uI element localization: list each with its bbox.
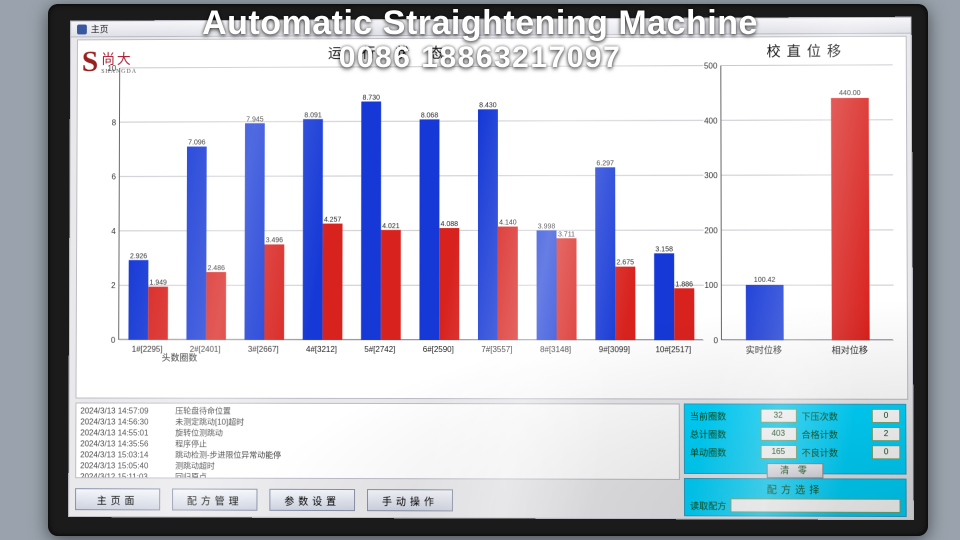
svg-text:8.068: 8.068 [421, 112, 439, 119]
app-icon [77, 24, 87, 34]
svg-text:6#[2590]: 6#[2590] [423, 345, 454, 354]
svg-text:4.088: 4.088 [441, 221, 459, 228]
recipe-panel: 配方选择 读取配方 [684, 478, 907, 517]
recipe-title: 配方选择 [690, 481, 901, 497]
info-label: 单动圈数 [690, 445, 755, 458]
window-title: 主页 [91, 22, 109, 35]
nav-button-0[interactable]: 主页面 [75, 488, 160, 510]
svg-text:100.42: 100.42 [754, 277, 776, 284]
hmi-screen: 主页 S 尚大 SHANGDA 运 行 状 态 校直位移 02468102.92… [68, 17, 914, 520]
info-value: 165 [760, 445, 796, 459]
nav-button-3[interactable]: 手动操作 [367, 489, 453, 511]
svg-text:4.021: 4.021 [382, 223, 400, 230]
svg-text:8.430: 8.430 [479, 102, 497, 109]
info-label: 当前圈数 [690, 409, 755, 422]
svg-text:10#[2517]: 10#[2517] [655, 345, 691, 354]
info-value: 32 [760, 409, 796, 423]
svg-text:3#[2667]: 3#[2667] [248, 345, 279, 354]
svg-text:9#[3099]: 9#[3099] [599, 345, 630, 354]
svg-text:1#[2295]: 1#[2295] [132, 345, 163, 354]
svg-text:3.711: 3.711 [558, 231, 575, 238]
svg-text:1.949: 1.949 [150, 280, 167, 287]
svg-text:500: 500 [704, 62, 718, 71]
svg-text:4.257: 4.257 [324, 217, 342, 224]
side-x-1: 相对位移 [832, 343, 869, 356]
svg-text:300: 300 [704, 171, 718, 180]
side-chart: 0100200300400500100.42440.00 实时位移 相对位移 [720, 65, 893, 367]
svg-text:400: 400 [704, 116, 718, 125]
window-titlebar: 主页 [71, 18, 911, 38]
info-label: 总计圈数 [690, 427, 755, 440]
x-axis-label: 头数圈数 [162, 351, 198, 364]
svg-text:4#[3212]: 4#[3212] [306, 345, 337, 354]
svg-text:8.091: 8.091 [304, 112, 321, 119]
svg-text:7.945: 7.945 [246, 116, 263, 123]
svg-text:0: 0 [713, 336, 718, 345]
svg-text:6.297: 6.297 [596, 160, 614, 167]
svg-text:8.730: 8.730 [363, 94, 381, 101]
svg-text:7#[3557]: 7#[3557] [481, 345, 512, 354]
info-label: 合格计数 [801, 427, 866, 440]
svg-text:3.158: 3.158 [655, 246, 673, 253]
svg-text:10: 10 [107, 64, 116, 73]
top-panel: S 尚大 SHANGDA 运 行 状 态 校直位移 02468102.9261.… [75, 36, 908, 400]
recipe-name-field[interactable] [730, 498, 900, 513]
info-value: 0 [872, 445, 900, 459]
log-line: 2024/3/12 15:11:03回归原点 [80, 471, 675, 480]
info-value: 2 [872, 427, 900, 441]
info-value: 403 [760, 427, 796, 441]
svg-text:4: 4 [111, 227, 116, 236]
log-panel: 2024/3/13 14:57:09压轮盘待命位置2024/3/13 14:56… [75, 402, 680, 479]
svg-text:3.998: 3.998 [538, 223, 556, 230]
svg-text:2.675: 2.675 [617, 260, 635, 267]
svg-text:1.886: 1.886 [675, 281, 693, 288]
recipe-read-label: 读取配方 [690, 499, 726, 512]
svg-text:7.096: 7.096 [188, 140, 205, 147]
nav-button-1[interactable]: 配方管理 [172, 488, 257, 510]
svg-text:8: 8 [112, 118, 117, 127]
svg-text:4.140: 4.140 [499, 220, 517, 227]
info-value: 0 [872, 409, 900, 423]
clear-button[interactable]: 清 零 [767, 463, 824, 478]
svg-text:5#[2742]: 5#[2742] [364, 345, 395, 354]
svg-text:2.926: 2.926 [130, 253, 147, 260]
svg-text:2.486: 2.486 [208, 265, 225, 272]
info-panel: 当前圈数32下压次数0总计圈数403合格计数2单动圈数165不良计数0清 零 [684, 403, 907, 474]
svg-text:200: 200 [704, 226, 718, 235]
svg-text:8#[3148]: 8#[3148] [540, 345, 571, 354]
nav-button-2[interactable]: 参数设置 [269, 489, 355, 511]
side-chart-title: 校直位移 [716, 41, 897, 62]
svg-text:3.496: 3.496 [266, 237, 283, 244]
svg-text:100: 100 [704, 281, 718, 290]
info-label: 不良计数 [802, 446, 867, 459]
info-label: 下压次数 [801, 409, 866, 422]
svg-text:0: 0 [111, 336, 116, 345]
side-x-0: 实时位移 [746, 343, 782, 356]
main-chart-title: 运 行 状 态 [78, 42, 704, 64]
main-chart: 02468102.9261.9497.0962.4867.9453.4968.0… [118, 66, 703, 367]
bottom-nav: 主页面配方管理参数设置手动操作 [75, 488, 453, 513]
svg-text:6: 6 [111, 172, 116, 181]
svg-text:2: 2 [111, 281, 116, 290]
svg-text:440.00: 440.00 [839, 90, 861, 97]
